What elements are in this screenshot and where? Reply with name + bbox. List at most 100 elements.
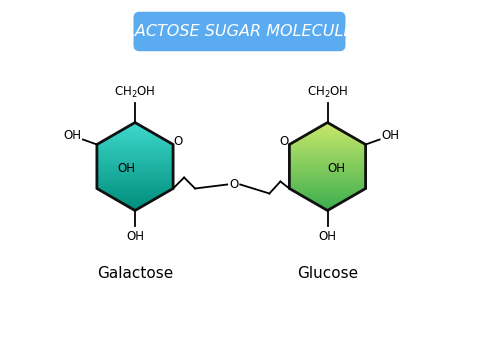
- Polygon shape: [47, 143, 223, 145]
- Text: CH$_2$OH: CH$_2$OH: [114, 85, 156, 100]
- Polygon shape: [240, 183, 415, 184]
- Polygon shape: [240, 135, 415, 136]
- Polygon shape: [47, 130, 223, 131]
- Polygon shape: [240, 200, 415, 201]
- Text: OH: OH: [319, 230, 337, 243]
- Text: OH: OH: [328, 163, 345, 176]
- Polygon shape: [47, 178, 223, 180]
- Polygon shape: [240, 154, 415, 155]
- Polygon shape: [240, 122, 415, 123]
- Polygon shape: [47, 207, 223, 208]
- Text: Glucose: Glucose: [297, 266, 358, 280]
- Polygon shape: [47, 168, 223, 169]
- Polygon shape: [240, 186, 415, 187]
- Polygon shape: [47, 163, 223, 164]
- Polygon shape: [240, 149, 415, 150]
- Text: OH: OH: [382, 129, 399, 142]
- Polygon shape: [240, 209, 415, 210]
- Polygon shape: [47, 165, 223, 167]
- Polygon shape: [240, 177, 415, 178]
- Polygon shape: [240, 201, 415, 202]
- Polygon shape: [47, 158, 223, 159]
- Polygon shape: [47, 129, 223, 130]
- Polygon shape: [47, 138, 223, 139]
- Polygon shape: [240, 193, 415, 194]
- Polygon shape: [240, 195, 415, 196]
- Polygon shape: [240, 203, 415, 204]
- Polygon shape: [240, 196, 415, 197]
- Polygon shape: [240, 178, 415, 180]
- Polygon shape: [47, 141, 223, 142]
- Polygon shape: [47, 173, 223, 174]
- Polygon shape: [47, 137, 223, 138]
- Polygon shape: [240, 147, 415, 148]
- Polygon shape: [47, 131, 223, 132]
- Polygon shape: [47, 157, 223, 158]
- Polygon shape: [240, 194, 415, 195]
- Polygon shape: [240, 170, 415, 171]
- Polygon shape: [47, 132, 223, 134]
- Polygon shape: [47, 206, 223, 207]
- Polygon shape: [240, 176, 415, 177]
- Polygon shape: [240, 125, 415, 126]
- Polygon shape: [240, 155, 415, 157]
- Polygon shape: [240, 130, 415, 131]
- Polygon shape: [240, 167, 415, 168]
- Polygon shape: [240, 165, 415, 167]
- Polygon shape: [240, 180, 415, 181]
- Polygon shape: [47, 186, 223, 187]
- Polygon shape: [47, 184, 223, 185]
- Polygon shape: [47, 190, 223, 191]
- Text: OH: OH: [126, 230, 144, 243]
- Text: CH$_2$OH: CH$_2$OH: [307, 85, 348, 100]
- Polygon shape: [47, 191, 223, 192]
- Polygon shape: [47, 195, 223, 196]
- Polygon shape: [240, 184, 415, 185]
- Polygon shape: [47, 162, 223, 163]
- Polygon shape: [240, 207, 415, 208]
- Polygon shape: [47, 187, 223, 188]
- Text: OH: OH: [63, 129, 81, 142]
- Polygon shape: [240, 190, 415, 191]
- Polygon shape: [240, 138, 415, 139]
- Polygon shape: [240, 169, 415, 170]
- Polygon shape: [240, 206, 415, 207]
- Text: Galactose: Galactose: [97, 266, 173, 280]
- Polygon shape: [240, 199, 415, 200]
- Polygon shape: [47, 188, 223, 190]
- Polygon shape: [47, 123, 223, 125]
- Polygon shape: [240, 126, 415, 127]
- Polygon shape: [240, 185, 415, 186]
- Polygon shape: [240, 181, 415, 182]
- Polygon shape: [47, 152, 223, 153]
- Polygon shape: [240, 134, 415, 135]
- Polygon shape: [240, 208, 415, 209]
- Polygon shape: [240, 188, 415, 190]
- Polygon shape: [47, 149, 223, 150]
- Polygon shape: [47, 171, 223, 172]
- Polygon shape: [47, 146, 223, 147]
- Polygon shape: [47, 127, 223, 128]
- Polygon shape: [47, 128, 223, 129]
- Polygon shape: [240, 192, 415, 193]
- Polygon shape: [240, 141, 415, 142]
- Polygon shape: [47, 170, 223, 171]
- Polygon shape: [47, 151, 223, 152]
- Polygon shape: [47, 126, 223, 127]
- Polygon shape: [47, 174, 223, 175]
- Polygon shape: [240, 174, 415, 175]
- Polygon shape: [240, 146, 415, 147]
- Polygon shape: [240, 131, 415, 132]
- Polygon shape: [240, 171, 415, 172]
- Polygon shape: [240, 162, 415, 163]
- Text: O: O: [280, 135, 289, 148]
- Polygon shape: [240, 145, 415, 146]
- Polygon shape: [47, 148, 223, 149]
- Polygon shape: [47, 172, 223, 173]
- Polygon shape: [240, 143, 415, 145]
- Polygon shape: [240, 160, 415, 161]
- Polygon shape: [240, 158, 415, 159]
- Polygon shape: [47, 169, 223, 170]
- Polygon shape: [47, 205, 223, 206]
- Polygon shape: [47, 167, 223, 168]
